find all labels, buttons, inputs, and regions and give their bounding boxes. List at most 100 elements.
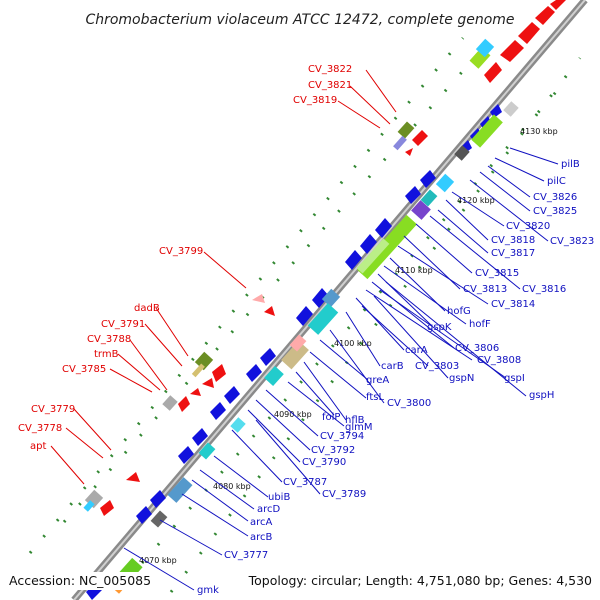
leader-line — [349, 85, 391, 125]
leader-line — [231, 429, 283, 483]
gene-label-cv3777: CV_3777 — [224, 550, 268, 561]
leader-line — [213, 455, 269, 498]
gene-arrow — [212, 364, 226, 382]
leader-line — [373, 295, 449, 379]
gene-arrow — [535, 6, 555, 25]
gene-label-dadb: dadB — [134, 303, 160, 314]
gene-label-hflb: hflB — [345, 415, 365, 426]
gene-arrow — [296, 306, 313, 326]
tick-label-4120: 4120 kbp — [457, 196, 495, 205]
gene-arrow — [360, 234, 377, 254]
gene-feature — [420, 189, 438, 207]
gene-arrow — [500, 40, 524, 62]
leader-line — [65, 427, 104, 459]
gene-label-cv3819: CV_3819 — [293, 95, 337, 106]
leader-line — [385, 281, 527, 397]
gene-label-gspi: gspI — [504, 373, 525, 384]
gene-label-cv3790: CV_3790 — [302, 457, 346, 468]
accession-text: Accession: NC_005085 — [9, 573, 151, 588]
gene-label-cv3785: CV_3785 — [62, 364, 106, 375]
leader-line — [383, 265, 467, 325]
gene-arrow — [136, 506, 152, 524]
leader-line — [309, 351, 367, 399]
gene-label-cv3826: CV_3826 — [533, 192, 577, 203]
leader-line — [181, 493, 249, 537]
leader-line — [265, 389, 319, 437]
gene-feature — [321, 288, 341, 308]
blue-leader-lines — [123, 147, 559, 591]
leader-line — [199, 469, 255, 510]
gene-feature — [281, 340, 309, 370]
gene-arrow — [312, 288, 329, 308]
gene-feature — [357, 214, 417, 280]
gene-label-carb: carB — [381, 361, 404, 372]
leader-line — [365, 289, 473, 361]
gene-label-cara: carA — [405, 345, 428, 356]
gene-label-cv3788: CV_3788 — [87, 334, 131, 345]
gene-feature — [289, 334, 307, 352]
tick-label-4070: 4070 kbp — [139, 556, 177, 565]
tick-label-4100: 4100 kbp — [334, 339, 372, 348]
leader-line — [345, 311, 381, 367]
gene-label-ubib: ubiB — [268, 492, 290, 503]
gene-feature — [503, 101, 519, 117]
tick-label-4110: 4110 kbp — [395, 266, 433, 275]
gene-arrow — [405, 186, 421, 204]
left-strand-genes — [83, 0, 566, 516]
leader-line — [445, 199, 489, 241]
leader-line — [479, 171, 531, 212]
gene-label-arcd: arcD — [257, 504, 281, 515]
gene-label-apt: apt — [30, 441, 46, 452]
tick-label-4080: 4080 kbp — [213, 482, 251, 491]
gene-label-cv3822: CV_3822 — [308, 64, 352, 75]
gene-label-cv3799: CV_3799 — [159, 246, 203, 257]
gene-arrow — [178, 446, 194, 464]
gene-feature — [411, 200, 431, 220]
gene-arrow — [202, 378, 214, 388]
gene-label-hoff: hofF — [469, 319, 491, 330]
leader-line — [123, 547, 195, 591]
gene-arrow — [484, 62, 502, 83]
gene-label-cv3815: CV_3815 — [475, 268, 519, 279]
gene-arrow — [375, 218, 392, 238]
gene-arrow — [405, 148, 413, 156]
summary-background — [258, 572, 600, 590]
gene-label-cv3778: CV_3778 — [18, 423, 62, 434]
leader-line — [144, 323, 183, 367]
gene-feature — [307, 303, 339, 335]
gene-arrow — [260, 348, 276, 366]
dotted-track-inner-right — [140, 91, 558, 564]
gene-feature — [393, 135, 407, 151]
gene-arrow — [190, 388, 201, 396]
gene-label-cv3800: CV_3800 — [387, 398, 431, 409]
gene-label-cv3821: CV_3821 — [308, 80, 352, 91]
leader-line — [50, 445, 85, 485]
dotted-track-outer-left — [28, 37, 465, 554]
leader-line — [437, 209, 489, 254]
leader-line — [429, 215, 521, 290]
gene-arrow — [100, 500, 114, 516]
gene-feature — [198, 442, 216, 460]
gene-arrow — [246, 364, 262, 382]
gene-arrow — [264, 306, 275, 316]
leader-line — [365, 69, 397, 113]
leader-line — [255, 399, 311, 451]
leader-line — [203, 251, 247, 289]
kbp-ticks: 4070 kbp 4080 kbp 4090 kbp 4100 kbp 4110… — [139, 127, 558, 565]
gene-feature — [454, 145, 470, 161]
gene-label-pilc: pilC — [547, 176, 566, 187]
gene-arrow — [420, 170, 436, 188]
gene-arrow — [550, 0, 566, 10]
gene-label-cv3823: CV_3823 — [550, 236, 594, 247]
leader-line — [469, 179, 549, 242]
leader-line — [415, 223, 473, 274]
leader-line — [303, 361, 347, 421]
gene-label-cv3806: CV_3806 — [455, 343, 499, 354]
gene-label-cv3803: CV_3803 — [415, 361, 459, 372]
gene-label-cv3808: CV_3808 — [477, 355, 521, 366]
gene-feature — [167, 477, 193, 503]
leader-line — [377, 273, 433, 327]
gene-arrow — [178, 396, 190, 412]
gene-label-cv3817: CV_3817 — [491, 248, 535, 259]
gene-feature — [191, 363, 205, 378]
